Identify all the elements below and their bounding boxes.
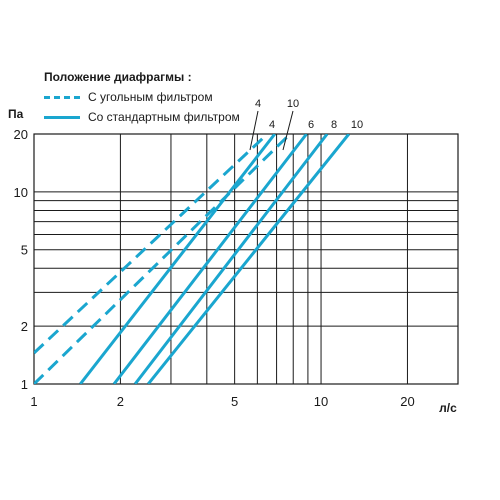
y-tick-label: 5 [21, 243, 28, 258]
series-label-leader-4 [249, 110, 259, 151]
series-line-solid-6 [112, 134, 308, 384]
series-line-solid-4 [79, 134, 276, 384]
legend-label-solid: Со стандартным фильтром [88, 110, 240, 124]
series-label-leader-10 [282, 110, 294, 151]
legend-label-dashed: С угольным фильтром [88, 90, 213, 104]
x-axis-label: л/с [439, 401, 457, 415]
series-label-8: 8 [331, 119, 337, 131]
series-line-dashed-4 [34, 134, 269, 355]
legend-item-solid: Со стандартным фильтром [44, 109, 240, 125]
series-label-4: 4 [255, 98, 261, 110]
series-label-10: 10 [287, 98, 299, 110]
legend-title: Положение диафрагмы : [44, 70, 192, 84]
y-tick-label: 20 [14, 127, 28, 142]
x-tick-label: 20 [400, 394, 414, 409]
plot-frame [33, 133, 459, 385]
x-tick-label: 5 [231, 394, 238, 409]
series-label-4: 4 [269, 119, 275, 131]
legend-swatch-solid [44, 115, 80, 119]
series-label-6: 6 [308, 119, 314, 131]
series-line-solid-10 [147, 134, 351, 384]
x-tick-label: 1 [30, 394, 37, 409]
x-tick-label: 2 [117, 394, 124, 409]
legend-swatch-dashed [44, 95, 80, 99]
x-tick-label: 10 [314, 394, 328, 409]
y-tick-label: 10 [14, 185, 28, 200]
series-line-solid-8 [133, 134, 329, 384]
series-label-10: 10 [351, 119, 363, 131]
legend-item-dashed: С угольным фильтром [44, 89, 213, 105]
y-tick-label: 1 [21, 377, 28, 392]
y-tick-label: 2 [21, 319, 28, 334]
y-axis-label: Па [8, 107, 24, 121]
